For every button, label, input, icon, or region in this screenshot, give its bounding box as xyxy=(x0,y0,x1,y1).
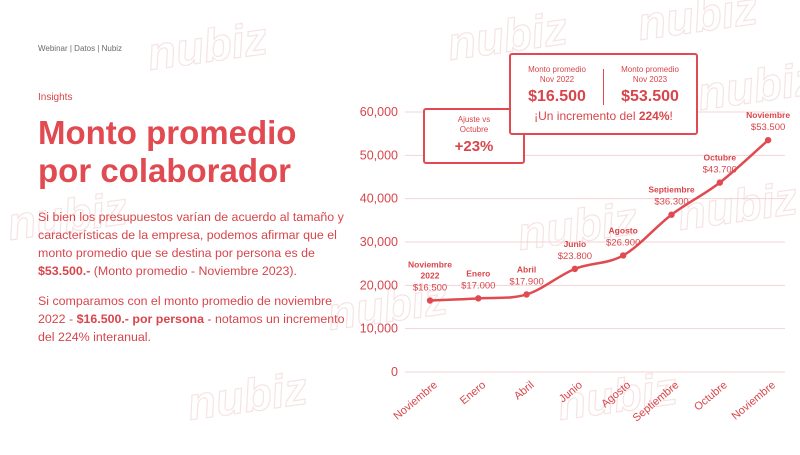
data-point-label: Junio xyxy=(564,239,587,249)
data-point-label: Enero xyxy=(466,268,490,278)
x-tick-label: Octubre xyxy=(692,379,730,413)
paragraph-tail: (Monto promedio - Noviembre 2023). xyxy=(90,264,297,278)
y-tick-label: 30,000 xyxy=(360,235,398,249)
data-point xyxy=(523,291,530,298)
y-tick-label: 40,000 xyxy=(360,192,398,206)
callout-divider xyxy=(603,69,604,105)
data-point-label-line: Octubre xyxy=(704,153,737,163)
x-tick-label: Septiembre xyxy=(631,379,682,424)
data-point xyxy=(571,265,579,273)
callout-label: Ajuste vs Octubre xyxy=(457,115,491,134)
x-tick-label: Noviembre xyxy=(730,379,778,422)
y-tick-label: 20,000 xyxy=(360,278,398,292)
callout-right: Monto promedio Nov 2023 $53.500 xyxy=(604,65,696,106)
data-point-label: Abril xyxy=(517,264,536,274)
data-point-label-line: 2022 xyxy=(421,271,440,281)
y-tick-label: 60,000 xyxy=(360,105,398,119)
data-value-label: $17.900 xyxy=(509,276,543,287)
callout-left: Monto promedio Nov 2022 $16.500 xyxy=(511,65,603,106)
page-title: Monto promedio por colaborador xyxy=(38,114,297,189)
data-value-label: $36.300 xyxy=(654,197,688,208)
data-point-label: Octubre xyxy=(704,153,737,163)
callout-right-value: $53.500 xyxy=(621,88,679,105)
x-tick-label: Agosto xyxy=(599,379,633,410)
data-point-label-line: Junio xyxy=(564,239,587,249)
data-value-label: $53.500 xyxy=(751,122,785,133)
paragraph-tail: - notamos un incremento del 224% interan… xyxy=(38,312,345,344)
y-tick-label: 0 xyxy=(391,365,398,379)
callout-left-label: Monto promedio Nov 2022 xyxy=(528,65,586,84)
paragraph-highlight: $16.500.- por persona xyxy=(76,312,204,326)
data-point-label-line: Septiembre xyxy=(648,185,695,195)
data-point xyxy=(426,297,434,304)
data-point-label-line: Abril xyxy=(517,264,536,274)
adjustment-callout: Ajuste vs Octubre +23% xyxy=(423,108,525,164)
x-tick-label: Noviembre xyxy=(391,379,439,422)
note-suffix: ! xyxy=(669,109,673,123)
callout-note: ¡Un incremento del 224%! xyxy=(511,109,696,123)
callout-left-value: $16.500 xyxy=(528,88,586,105)
data-point xyxy=(620,252,627,259)
data-point xyxy=(764,136,772,144)
y-tick-label: 10,000 xyxy=(360,322,398,336)
data-point-label: Septiembre xyxy=(648,185,695,195)
data-point-label: Noviembre xyxy=(746,110,790,120)
data-point-label-line: Agosto xyxy=(609,225,638,235)
x-tick-label: Junio xyxy=(557,379,585,405)
data-point-label-line: Noviembre xyxy=(746,110,790,120)
data-value-label: $23.800 xyxy=(558,251,592,262)
paragraph-text: Si bien los presupuestos varían de acuer… xyxy=(38,210,344,260)
data-value-label: $43.700 xyxy=(703,165,737,176)
comparison-callout: Monto promedio Nov 2022 $16.500 Monto pr… xyxy=(509,53,698,135)
insight-paragraph-2: Si comparamos con el monto promedio de n… xyxy=(38,292,356,346)
paragraph-text: Si comparamos con el monto promedio de n… xyxy=(38,294,333,326)
note-prefix: ¡Un incremento del xyxy=(534,109,639,123)
callout-value: +23% xyxy=(454,138,494,155)
data-point xyxy=(668,211,675,218)
data-point-label-line: Noviembre xyxy=(408,260,452,270)
x-tick-label: Enero xyxy=(458,379,488,407)
y-tick-label: 50,000 xyxy=(360,148,398,162)
callout-right-label: Monto promedio Nov 2023 xyxy=(621,65,679,84)
data-point xyxy=(475,295,482,302)
data-point xyxy=(716,179,723,186)
x-tick-label: Abril xyxy=(512,379,537,402)
data-value-label: $16.500 xyxy=(413,283,447,294)
data-value-label: $17.000 xyxy=(461,280,495,291)
breadcrumb: Webinar | Datos | Nubiz xyxy=(38,44,123,53)
paragraph-highlight: $53.500.- xyxy=(38,264,91,278)
insight-paragraph-1: Si bien los presupuestos varían de acuer… xyxy=(38,208,356,280)
data-point-label-line: Enero xyxy=(466,268,490,278)
data-point-label: Agosto xyxy=(609,225,638,235)
data-point-label: Noviembre 2022 xyxy=(408,260,452,281)
section-label: Insights xyxy=(38,92,73,103)
note-highlight: 224% xyxy=(638,109,670,123)
data-value-label: $26.900 xyxy=(606,237,640,248)
